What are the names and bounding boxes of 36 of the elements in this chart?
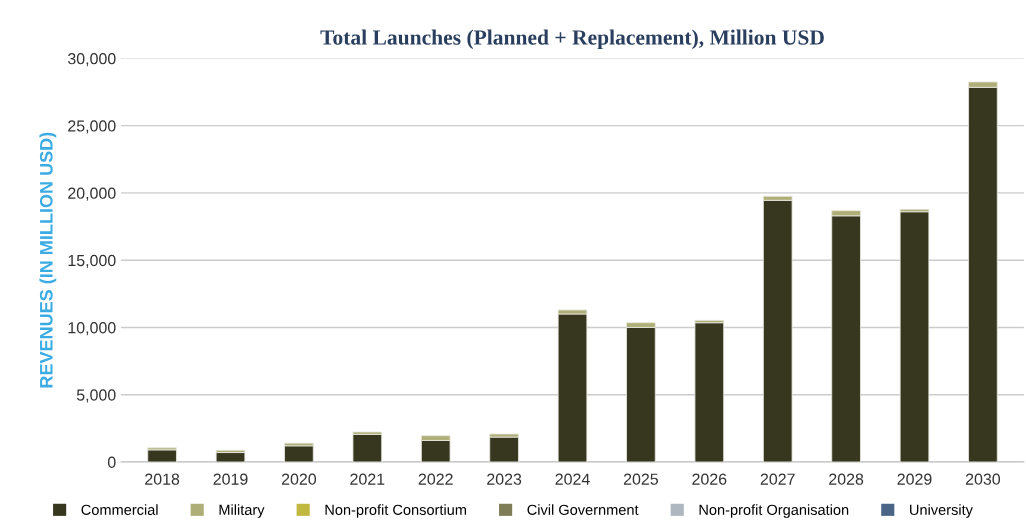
x-tick-label: 2030 (965, 473, 1001, 485)
x-tick-label: 2021 (350, 473, 385, 485)
y-tick-label: 20,000 (68, 187, 116, 201)
y-tick-label: 15,000 (68, 254, 116, 269)
bar (899, 211, 930, 462)
chart-title: Total Launches (Planned + Replacement), Million USD (320, 29, 824, 50)
legend-label: Non-profit Organisation (699, 504, 849, 518)
bar (352, 433, 383, 462)
y-tick-label: 0 (107, 456, 116, 468)
y-axis-title: REVENUES (IN MILLION USD) (39, 132, 57, 388)
legend-label: University (910, 504, 973, 518)
y-tick-label: 5,000 (76, 389, 116, 403)
legend-label: Non-profit Consortium (325, 504, 466, 518)
x-tick-label: 2019 (213, 473, 248, 485)
x-tick-label: 2029 (897, 473, 932, 485)
x-tick-label: 2025 (623, 473, 659, 485)
x-tick-label: 2026 (692, 473, 727, 485)
y-tick-label: 10,000 (68, 322, 116, 336)
x-tick-label: 2022 (418, 473, 453, 485)
bar (489, 436, 519, 462)
legend-label: Commercial (81, 504, 158, 515)
bar (762, 199, 793, 462)
x-tick-label: 2018 (145, 473, 180, 485)
y-tick-label: 30,000 (67, 53, 116, 67)
legend-label: Military (219, 504, 265, 518)
x-tick-label: 2024 (555, 473, 590, 485)
x-tick-label: 2027 (760, 473, 795, 485)
bar (215, 452, 246, 462)
bar (557, 313, 588, 462)
legend-label: Civil Government (527, 504, 639, 515)
bar (694, 322, 725, 462)
x-tick-label: 2023 (487, 473, 522, 485)
bar (284, 445, 314, 462)
x-tick-label: 2020 (281, 473, 317, 485)
x-tick-label: 2028 (829, 473, 864, 485)
y-tick-label: 25,000 (68, 120, 116, 134)
